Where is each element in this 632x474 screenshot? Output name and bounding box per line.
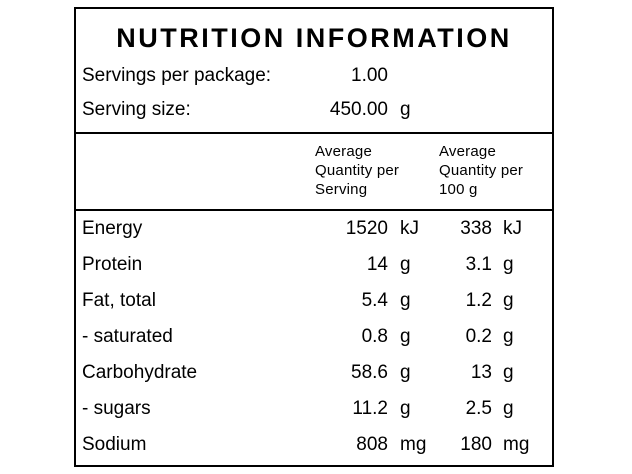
- unit-per-serving: g: [400, 254, 411, 276]
- qty-per-100g: 0.2: [465, 326, 492, 348]
- serving-info-value: 450.00: [329, 99, 388, 121]
- column-header-row: Average Quantity per Serving Average Qua…: [76, 132, 552, 209]
- table-row: - saturated 0.8 g 0.2 g: [76, 319, 552, 355]
- nutrient-name: Carbohydrate: [82, 362, 198, 384]
- nutrient-name: Energy: [82, 218, 143, 240]
- nutrient-name: - saturated: [82, 326, 173, 348]
- nutrient-table: Energy 1520 kJ 338 kJ Protein 14 g 3.1 g…: [76, 209, 552, 463]
- table-row: Sodium 808 mg 180 mg: [76, 427, 552, 463]
- nutrient-name: Fat, total: [82, 290, 156, 312]
- nutrient-name: Protein: [82, 254, 143, 276]
- serving-info-unit: [388, 59, 438, 93]
- qty-per-serving: 58.6: [351, 362, 388, 384]
- qty-per-serving: 14: [366, 254, 388, 276]
- serving-info-unit: g: [400, 99, 411, 121]
- unit-per-serving: g: [400, 362, 411, 384]
- nutrient-name: Sodium: [82, 434, 147, 456]
- empty-cell: [492, 59, 552, 93]
- qty-per-100g: 13: [470, 362, 492, 384]
- serving-info-row: Servings per package: 1.00: [76, 59, 552, 93]
- unit-per-serving: kJ: [400, 218, 419, 240]
- nutrition-panel: NUTRITION INFORMATION Servings per packa…: [74, 7, 554, 467]
- table-row: Protein 14 g 3.1 g: [76, 247, 552, 283]
- empty-cell: [492, 93, 552, 127]
- qty-per-100g: 2.5: [465, 398, 492, 420]
- unit-per-100g: g: [503, 398, 514, 420]
- table-row: Fat, total 5.4 g 1.2 g: [76, 283, 552, 319]
- serving-info-label: Serving size:: [82, 99, 191, 121]
- unit-per-serving: g: [400, 290, 411, 312]
- table-row: Carbohydrate 58.6 g 13 g: [76, 355, 552, 391]
- qty-per-serving: 1520: [345, 218, 388, 240]
- unit-per-serving: mg: [400, 434, 427, 456]
- serving-info-section: Servings per package: 1.00 Serving size:…: [76, 59, 552, 132]
- unit-per-serving: g: [400, 326, 411, 348]
- unit-per-100g: g: [503, 362, 514, 384]
- serving-info-row: Serving size: 450.00 g: [76, 93, 552, 127]
- unit-per-100g: g: [503, 326, 514, 348]
- unit-per-100g: g: [503, 290, 514, 312]
- empty-cell: [438, 93, 492, 127]
- qty-per-100g: 3.1: [465, 254, 492, 276]
- qty-per-serving: 11.2: [352, 398, 388, 420]
- qty-per-100g: 1.2: [465, 290, 492, 312]
- column-header-per-100g: Average Quantity per 100 g: [439, 143, 524, 199]
- nutrient-name: - sugars: [82, 398, 151, 420]
- nutrition-title: NUTRITION INFORMATION: [116, 23, 512, 53]
- unit-per-100g: kJ: [503, 218, 522, 240]
- qty-per-100g: 338: [460, 218, 492, 240]
- unit-per-serving: g: [400, 398, 411, 420]
- qty-per-serving: 5.4: [361, 290, 388, 312]
- serving-info-value: 1.00: [351, 65, 388, 87]
- column-header-spacer: [76, 142, 310, 199]
- qty-per-100g: 180: [460, 434, 492, 456]
- table-row: - sugars 11.2 g 2.5 g: [76, 391, 552, 427]
- qty-per-serving: 0.8: [361, 326, 388, 348]
- unit-per-100g: mg: [503, 434, 530, 456]
- column-header-per-serving: Average Quantity per Serving: [315, 143, 400, 199]
- unit-per-100g: g: [503, 254, 514, 276]
- empty-cell: [438, 59, 492, 93]
- table-row: Energy 1520 kJ 338 kJ: [76, 211, 552, 247]
- qty-per-serving: 808: [356, 434, 388, 456]
- serving-info-label: Servings per package:: [82, 65, 272, 87]
